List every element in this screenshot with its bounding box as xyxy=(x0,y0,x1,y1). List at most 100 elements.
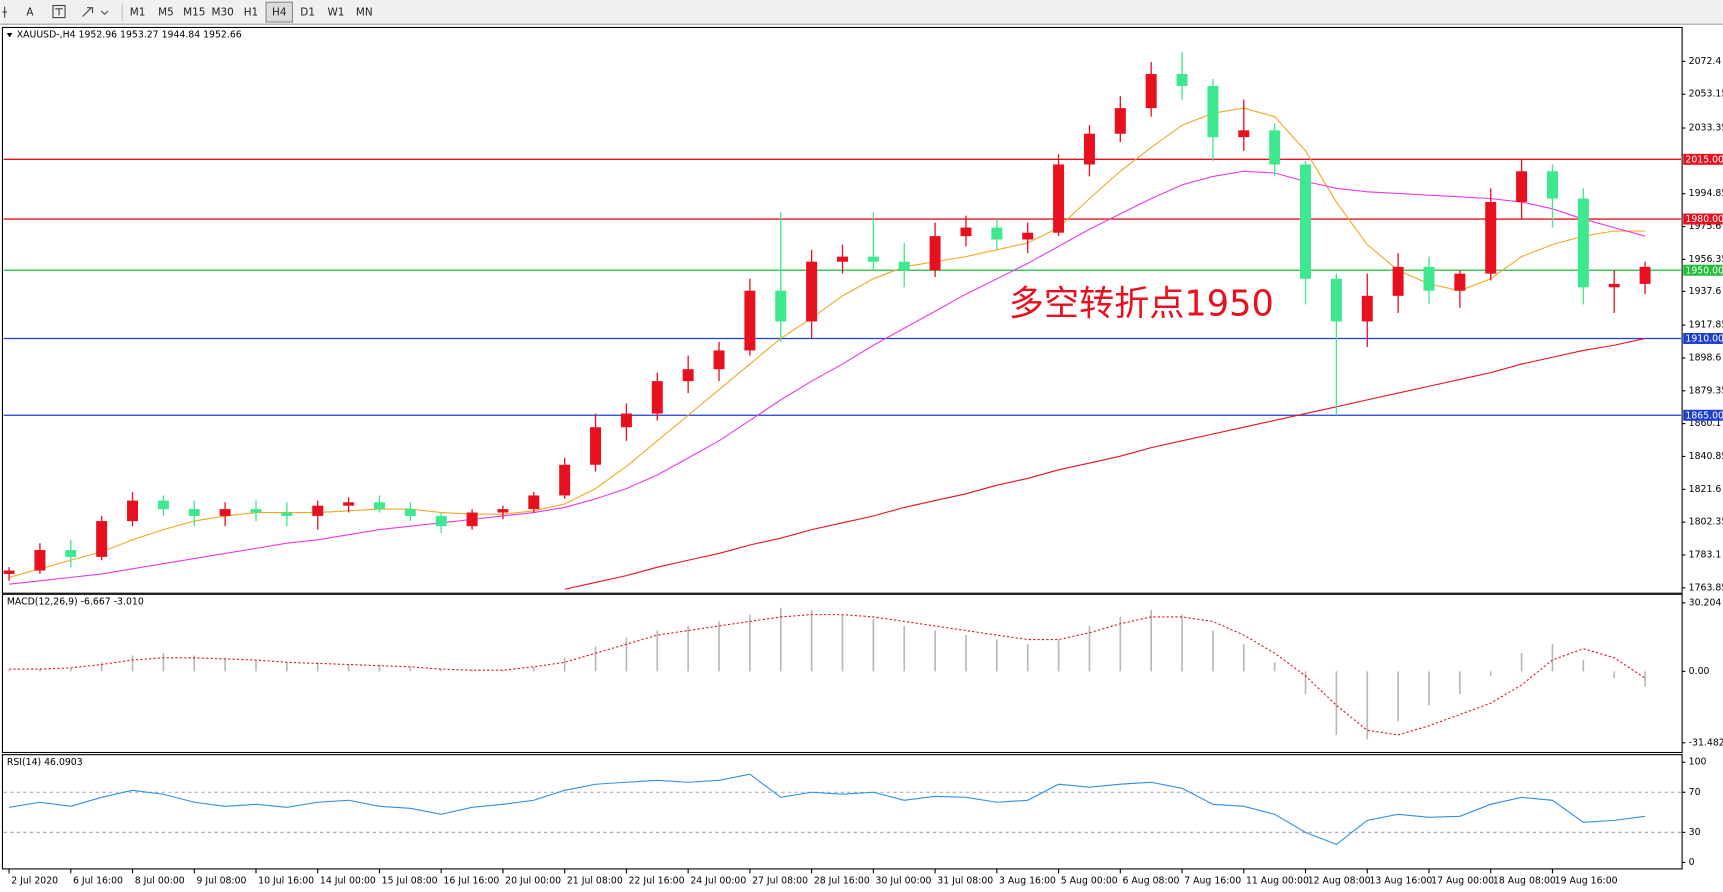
y-tick-label: 1783.1 xyxy=(1689,550,1722,561)
x-tick-label: 14 Jul 00:00 xyxy=(320,876,376,887)
x-tick-label: 5 Aug 00:00 xyxy=(1061,876,1118,887)
candle-body xyxy=(744,290,756,351)
candle-body xyxy=(1330,278,1342,322)
dropdown-icon[interactable] xyxy=(100,10,109,16)
y-tick-label: 30 xyxy=(1689,827,1701,838)
tool-label: A xyxy=(26,7,34,19)
candle-body xyxy=(898,261,910,271)
timeframe-button[interactable] xyxy=(351,2,378,22)
y-tick-label: 1763.85 xyxy=(1689,582,1723,593)
y-tick-label: 2072.4 xyxy=(1689,56,1722,67)
candle-body xyxy=(1392,266,1404,296)
y-tick-label: 2053.15 xyxy=(1689,89,1723,100)
candle-body xyxy=(343,502,355,506)
candle-body xyxy=(1608,283,1620,288)
y-tick-label: 1802.35 xyxy=(1689,517,1723,528)
timeframe-label[interactable]: M30 xyxy=(211,7,233,19)
timeframe-label[interactable]: M5 xyxy=(158,7,174,19)
timeframe-label[interactable]: M15 xyxy=(183,7,205,19)
level-tag xyxy=(1683,264,1723,276)
timeframe-label[interactable]: D1 xyxy=(300,7,315,19)
candle-body xyxy=(1053,164,1065,233)
candle-body xyxy=(188,509,200,516)
candle-body xyxy=(466,512,478,527)
x-tick-label: 22 Jul 16:00 xyxy=(629,876,685,887)
candle-body xyxy=(1546,171,1558,199)
timeframe-label[interactable]: W1 xyxy=(327,7,344,19)
candle-body xyxy=(651,381,663,414)
candle-body xyxy=(1577,198,1589,288)
level-label: 2015.00 xyxy=(1685,154,1723,165)
candle-body xyxy=(219,509,231,516)
timeframe-label[interactable]: MN xyxy=(356,7,373,19)
level-label: 1865.00 xyxy=(1685,410,1723,421)
y-tick-label: 1994.85 xyxy=(1689,188,1723,199)
timeframe-button[interactable] xyxy=(237,2,265,22)
rsi-pane xyxy=(1,754,1683,870)
annotation: 多空转折点1950 xyxy=(1009,283,1274,324)
arrow-tool-icon[interactable] xyxy=(82,7,94,17)
x-tick-label: 16 Jul 16:00 xyxy=(443,876,499,887)
candle-body xyxy=(1176,74,1188,86)
candle-body xyxy=(837,256,848,262)
timeframe-button[interactable] xyxy=(322,2,350,22)
pane-title: XAUUSD-,H4 1952.96 1953.27 1944.84 1952.… xyxy=(17,30,242,41)
candle-body xyxy=(806,261,818,322)
text-tool-glyph xyxy=(55,8,63,16)
candle-body xyxy=(929,236,941,271)
candle-body xyxy=(3,570,15,574)
x-tick-label: 27 Jul 08:00 xyxy=(752,876,808,887)
y-tick-label: 1917.85 xyxy=(1689,320,1723,331)
x-tick-label: 18 Aug 08:00 xyxy=(1493,876,1556,887)
candle-body xyxy=(435,515,447,527)
timeframe-button[interactable] xyxy=(294,2,321,22)
y-tick-label: 2033.35 xyxy=(1689,123,1723,134)
x-tick-label: 13 Aug 16:00 xyxy=(1369,876,1432,887)
candle-body xyxy=(1300,164,1312,279)
candle-body xyxy=(960,227,972,237)
timeframe-label[interactable]: M1 xyxy=(130,7,146,19)
candle-body xyxy=(127,500,139,522)
y-tick-label: 0 xyxy=(1689,857,1695,868)
x-tick-label: 15 Jul 08:00 xyxy=(382,876,438,887)
candle-body xyxy=(281,512,293,516)
timeframe-label[interactable]: H1 xyxy=(244,7,258,19)
timeframe-button[interactable] xyxy=(124,2,151,22)
candle-body xyxy=(867,256,879,262)
moving-average xyxy=(8,170,1646,585)
x-tick-label: 12 Aug 08:00 xyxy=(1308,876,1371,887)
candle-body xyxy=(1238,130,1250,138)
level-label: 1910.00 xyxy=(1685,334,1723,345)
y-tick-label: 1956.35 xyxy=(1689,254,1723,265)
candle-body xyxy=(1207,85,1219,138)
main-pane xyxy=(1,26,1683,594)
y-tick-label: 70 xyxy=(1689,787,1701,798)
text-tool-icon[interactable] xyxy=(52,4,66,19)
timeframe-button[interactable] xyxy=(152,2,180,22)
x-tick-label: 19 Aug 16:00 xyxy=(1555,876,1618,887)
candle-body xyxy=(1083,133,1095,165)
candle-body xyxy=(1516,171,1528,202)
x-tick-label: 7 Aug 16:00 xyxy=(1184,876,1241,887)
candle-body xyxy=(1454,273,1466,291)
y-tick-label: 1821.6 xyxy=(1689,484,1722,495)
x-tick-label: 30 Jul 00:00 xyxy=(876,876,932,887)
timeframe-label[interactable]: H4 xyxy=(272,7,287,19)
x-tick-label: 6 Jul 16:00 xyxy=(73,876,123,887)
tool-icons xyxy=(2,3,123,21)
candle-body xyxy=(65,550,77,557)
x-tick-label: 2 Jul 2020 xyxy=(11,876,58,887)
candle-body xyxy=(404,509,416,516)
y-tick-label: 30.204 xyxy=(1689,597,1722,608)
timeframe-button[interactable] xyxy=(181,2,208,22)
crosshair-icon[interactable] xyxy=(2,6,7,18)
candle-body xyxy=(34,550,46,571)
x-tick-label: 31 Jul 08:00 xyxy=(937,876,993,887)
level-label: 1980.00 xyxy=(1685,214,1723,225)
candle-body xyxy=(775,290,787,322)
timeframe-button[interactable] xyxy=(209,2,236,22)
candle-body xyxy=(1639,266,1651,284)
candle-body xyxy=(312,505,324,516)
timeframe-button[interactable] xyxy=(265,1,294,23)
